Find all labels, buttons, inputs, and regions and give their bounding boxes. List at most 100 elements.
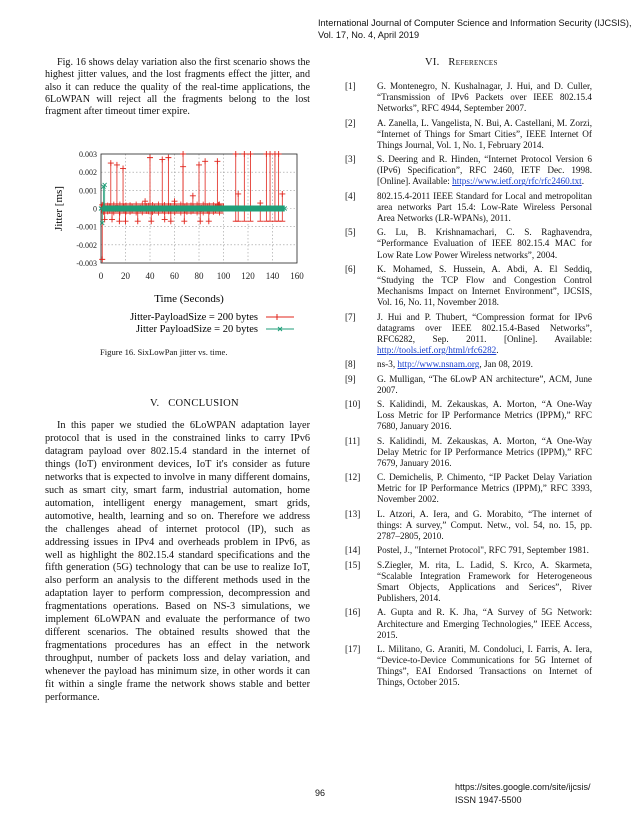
reference-text-end: , Jan 08, 2019. [479,359,533,370]
data-point [257,200,264,207]
reference-number: [4] [345,190,356,201]
reference-text: G. Lu, B. Krishnamachari, C. S. Raghaven… [377,227,592,260]
data-point [159,156,166,163]
x-tick-label: 160 [290,271,304,281]
reference-text: A. Gupta and R. K. Jha, “A Survey of 5G … [377,607,592,640]
reference-text: S. Kalidindi, M. Zekauskas, A. Morton, “… [377,399,592,432]
reference-item: [15] S.Ziegler, M. rita, L. Ladid, S. Krc… [345,559,592,604]
heading-text: References [448,57,498,68]
footer-issn: ISSN 1947-5500 [455,794,522,805]
reference-item: [12] C. Demichelis, P. Chimento, “IP Pack… [345,472,592,505]
data-point [148,218,155,225]
heading-number: VI. [425,57,440,68]
data-point [282,206,288,211]
figure-caption: Figure 16. SixLowPan jitter vs. time. [100,347,228,357]
journal-header: International Journal of Computer Scienc… [318,17,632,41]
data-point [134,218,141,225]
data-point [107,160,114,167]
data-point [171,198,178,205]
y-tick-label: -0.003 [76,259,97,268]
reference-item: [5] G. Lu, B. Krishnamachari, C. S. Ragha… [345,227,592,260]
heading-text: CONCLUSION [168,398,239,409]
reference-text: A. Zanella, L. Vangelista, N. Bui, A. Ca… [377,117,592,150]
journal-volume: Vol. 17, No. 4, April 2019 [318,30,420,40]
footer-url: https://sites.google.com/site/ijcsis/ [455,782,591,792]
data-point [165,154,172,161]
reference-item: [7] J. Hui and P. Thubert, “Compression f… [345,311,592,356]
data-point [205,218,212,225]
conclusion-heading: V. CONCLUSION [150,398,239,409]
data-point [142,198,149,205]
legend-label: Jitter PayloadSize = 20 bytes [136,324,258,335]
data-point [180,163,187,170]
reference-number: [14] [345,545,361,556]
data-point [147,154,153,161]
reference-number: [17] [345,644,361,655]
data-band [102,205,285,212]
x-tick-label: 140 [266,271,280,281]
data-point [102,182,107,188]
data-point [109,216,116,223]
x-tick-label: 20 [121,271,131,281]
x-tick-label: 100 [217,271,231,281]
reference-text: J. Hui and P. Thubert, “Compression form… [377,311,592,344]
conclusion-paragraph: In this paper we studied the 6LoWPAN ada… [45,420,310,704]
data-point [214,158,221,165]
heading-number: V. [150,398,160,409]
reference-number: [7] [345,311,356,322]
data-point [161,216,168,223]
y-tick-label: 0.001 [79,186,97,195]
reference-item: [11] S. Kalidindi, M. Zekauskas, A. Morto… [345,435,592,469]
data-point [202,158,209,165]
reference-number: [6] [345,263,356,274]
reference-item: [10] S. Kalidindi, M. Zekauskas, A. Morto… [345,399,592,432]
legend-label: Jitter-PayloadSize = 200 bytes [130,312,258,323]
reference-number: [8] [345,359,356,370]
reference-number: [13] [345,508,361,519]
data-point [279,190,286,197]
jitter-chart: 0 20 40 60 80 100 120 140 1600.0030.0020.0010-0.… [53,150,304,335]
reference-item: [14] Postel, J., "Internet Protocol", RFC… [345,545,592,556]
data-point [247,151,254,157]
y-tick-label: 0 [93,205,97,214]
reference-link[interactable]: http://www.nsnam.org [397,359,480,370]
reference-number: [15] [345,559,361,570]
legend-marker [277,326,283,332]
data-point [167,218,174,225]
reference-link[interactable]: https://www.ietf.org/rfc/rfc2460.txt [452,176,582,187]
conclusion-section: In this paper we studied the 6LoWPAN ada… [45,420,310,705]
reference-item: [16] A. Gupta and R. K. Jha, “A Survey of… [345,607,592,640]
data-point [99,256,106,263]
x-tick-label: 60 [170,271,180,281]
reference-text: C. Demichelis, P. Chimento, “IP Packet D… [377,472,592,505]
reference-item: [3] S. Deering and R. Hinden, “Internet P… [345,154,592,187]
data-point [189,192,196,199]
y-tick-label: -0.001 [76,223,97,232]
page-number: 96 [315,788,326,798]
data-point [275,151,282,157]
reference-number: [1] [345,81,356,91]
reference-text: ns-3, [377,359,398,370]
reference-text-end: . [581,176,585,187]
x-tick-label: 120 [241,271,255,281]
reference-text: S. Kalidindi, M. Zekauskas, A. Morton, “… [377,435,592,468]
data-point [235,190,242,197]
reference-number: [11] [345,435,360,446]
data-point [101,216,108,223]
reference-item: [4] 802.15.4-2011 IEEE Standard for Local… [345,191,592,224]
x-tick-label: 80 [195,271,205,281]
reference-link[interactable]: http://tools.ietf.org/html/rfc6282 [377,344,497,355]
reference-text: L. Atzori, A. Iera, and G. Morabito, “Th… [377,508,592,542]
footer-info: https://sites.google.com/site/ijcsis/ IS… [455,781,591,806]
reference-item: [9] G. Mulligan, “The 6LowP AN architectu… [345,374,592,396]
reference-item: [2] A. Zanella, L. Vangelista, N. Bui, A.… [345,117,592,151]
intro-section: Fig. 16 shows delay variation also the f… [45,57,310,118]
references-list: [1] G. Montenegro, N. Kushalnagar, J. Hui… [345,81,592,692]
x-tick-label: 40 [146,271,156,281]
reference-text: L. Militano, G. Araniti, M. Condoluci, I… [377,644,592,688]
reference-text: S.Ziegler, M. rita, L. Ladid, S. Krco, A… [377,559,592,604]
data-point [232,151,239,157]
y-tick-label: -0.002 [76,241,97,250]
references-heading: VI. References [425,57,498,68]
